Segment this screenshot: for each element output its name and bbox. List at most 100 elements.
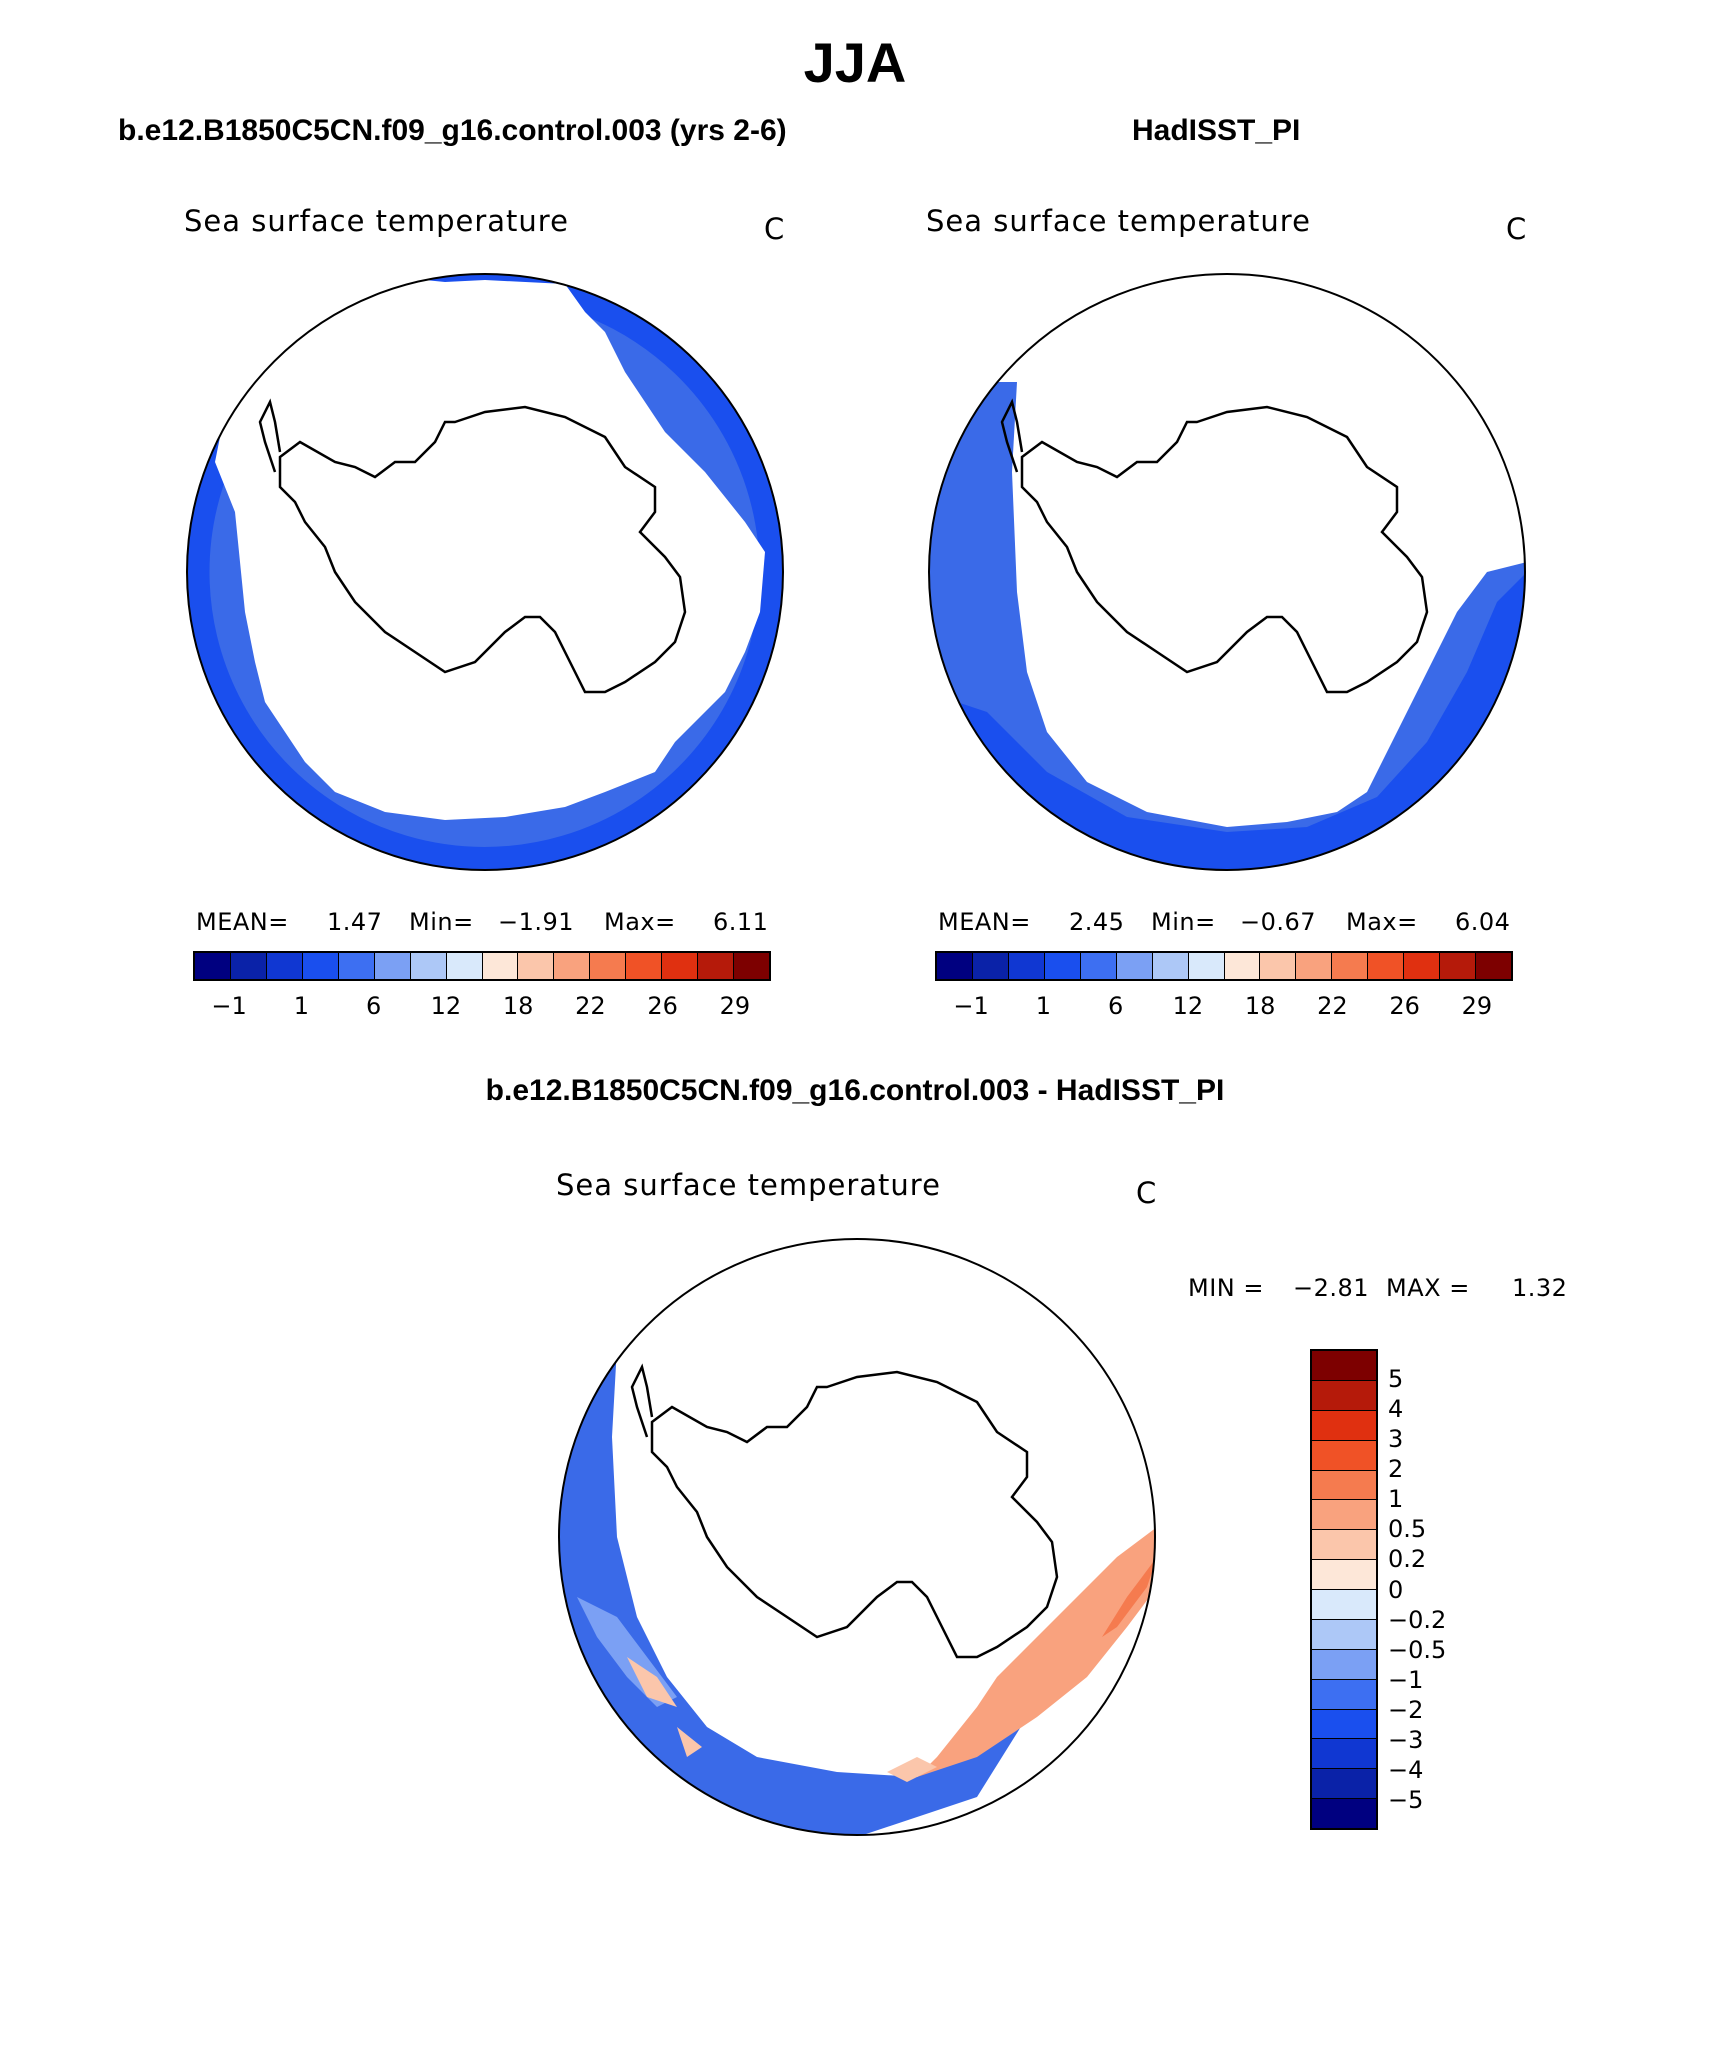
diff-colorbar-tick-label: 0.5	[1388, 1515, 1427, 1544]
obs-mean-value: 2.45	[1069, 908, 1125, 936]
model-colorbar-swatch-8	[482, 953, 519, 979]
model-panel-header: b.e12.B1850C5CN.f09_g16.control.003 (yrs…	[118, 114, 787, 147]
model-colorbar-swatch-14	[698, 953, 735, 979]
obs-colorbar-tick-label: 1	[1035, 992, 1052, 1020]
antarctica-coastline	[278, 405, 687, 694]
obs-units-label: C	[1506, 212, 1528, 246]
model-colorbar-tick-label: 12	[430, 992, 462, 1020]
model-variable-label: Sea surface temperature	[184, 204, 569, 238]
model-colorbar-swatch-10	[554, 953, 591, 979]
model-colorbar-swatch-0	[195, 953, 231, 979]
obs-colorbar-tick-label: 12	[1172, 992, 1204, 1020]
obs-colorbar-swatch-1	[972, 953, 1009, 979]
obs-colorbar-swatch-8	[1224, 953, 1261, 979]
diff-colorbar-tick-label: −0.2	[1388, 1605, 1447, 1634]
diff-colorbar-swatch-7	[1312, 1560, 1376, 1590]
obs-min-label: Min=	[1151, 908, 1216, 936]
strong-positive-patch	[1102, 1557, 1155, 1637]
model-sst-map	[186, 273, 784, 871]
diff-colorbar-swatch-10	[1312, 1649, 1376, 1680]
model-colorbar-tick-label: 6	[365, 992, 382, 1020]
obs-colorbar-tick-label: −1	[953, 992, 989, 1020]
obs-colorbar-swatch-6	[1152, 953, 1189, 979]
map-border	[186, 273, 784, 871]
obs-colorbar-labels: −1 1 6 12 18 22 26 29	[935, 992, 1513, 1022]
page-title: JJA	[803, 31, 907, 94]
diff-colorbar-tick-label: −2	[1388, 1695, 1424, 1724]
obs-max-label: Max=	[1346, 908, 1418, 936]
model-mean-label: MEAN=	[196, 908, 289, 936]
diff-colorbar-tick-label: −0.5	[1388, 1635, 1447, 1664]
model-colorbar-swatch-12	[626, 953, 663, 979]
obs-colorbar-swatch-4	[1080, 953, 1117, 979]
obs-min-value: −0.67	[1240, 908, 1317, 936]
diff-colorbar-swatch-12	[1312, 1709, 1376, 1740]
diff-colorbar-swatch-6	[1312, 1530, 1376, 1561]
model-colorbar-labels: −1 1 6 12 18 22 26 29	[193, 992, 771, 1022]
obs-colorbar-tick-label: 29	[1461, 992, 1493, 1020]
obs-colorbar-swatch-13	[1404, 953, 1441, 979]
obs-max-value: 6.04	[1455, 908, 1511, 936]
antarctica-coastline	[1020, 405, 1429, 694]
diff-colorbar-swatch-15	[1312, 1799, 1376, 1828]
diff-colorbar-tick-label: −3	[1388, 1725, 1424, 1754]
ocean-band-dark	[929, 572, 1525, 870]
model-colorbar-swatch-9	[518, 953, 555, 979]
diff-variable-label: Sea surface temperature	[556, 1168, 941, 1202]
obs-sst-map	[928, 273, 1526, 871]
antarctica-coastline	[650, 1370, 1059, 1659]
diff-colorbar-tick-label: 0	[1388, 1575, 1404, 1604]
obs-variable-label: Sea surface temperature	[926, 204, 1311, 238]
model-colorbar	[193, 951, 771, 981]
diff-colorbar-tick-label: 5	[1388, 1365, 1404, 1394]
diff-colorbar-labels: 5 4 3 2 1 0.5 0.2 0 −0.2 −0.5 −1 −2 −3 −4 −5	[1388, 1349, 1468, 1830]
sea-ice-mask	[215, 278, 765, 820]
positive-patch-south	[887, 1757, 937, 1782]
obs-colorbar-swatch-7	[1188, 953, 1225, 979]
obs-colorbar-swatch-0	[937, 953, 973, 979]
diff-colorbar-tick-label: 1	[1388, 1485, 1404, 1514]
model-colorbar-swatch-6	[410, 953, 447, 979]
model-colorbar-swatch-11	[590, 953, 627, 979]
obs-colorbar-tick-label: 18	[1244, 992, 1276, 1020]
map-border	[928, 273, 1526, 871]
diff-max-label: MAX =	[1386, 1274, 1470, 1302]
diff-colorbar-swatch-14	[1312, 1769, 1376, 1800]
model-colorbar-tick-label: −1	[211, 992, 247, 1020]
obs-colorbar-swatch-10	[1296, 953, 1333, 979]
obs-colorbar-swatch-12	[1368, 953, 1405, 979]
obs-colorbar-swatch-15	[1476, 953, 1511, 979]
diff-units-label: C	[1136, 1176, 1158, 1210]
obs-colorbar	[935, 951, 1513, 981]
diff-colorbar-tick-label: 0.2	[1388, 1545, 1427, 1574]
obs-mean-label: MEAN=	[938, 908, 1031, 936]
obs-colorbar-swatch-14	[1440, 953, 1477, 979]
diff-colorbar-tick-label: 4	[1388, 1395, 1404, 1424]
model-colorbar-swatch-3	[302, 953, 339, 979]
model-colorbar-tick-label: 18	[502, 992, 534, 1020]
model-min-label: Min=	[409, 908, 474, 936]
diff-colorbar-swatch-3	[1312, 1440, 1376, 1471]
obs-colorbar-swatch-3	[1044, 953, 1081, 979]
obs-colorbar-tick-label: 26	[1389, 992, 1420, 1020]
obs-colorbar-swatch-9	[1260, 953, 1297, 979]
model-colorbar-swatch-2	[266, 953, 303, 979]
diff-colorbar-swatch-0	[1312, 1351, 1376, 1381]
model-mean-value: 1.47	[327, 908, 383, 936]
obs-colorbar-swatch-11	[1332, 953, 1369, 979]
model-colorbar-swatch-5	[374, 953, 411, 979]
diff-panel-header: b.e12.B1850C5CN.f09_g16.control.003 - Ha…	[485, 1074, 1225, 1107]
map-border	[558, 1238, 1156, 1836]
model-colorbar-swatch-1	[230, 953, 267, 979]
diff-colorbar-swatch-13	[1312, 1739, 1376, 1770]
diff-colorbar-swatch-8	[1312, 1590, 1376, 1620]
model-colorbar-tick-label: 26	[647, 992, 678, 1020]
model-max-label: Max=	[604, 908, 676, 936]
diff-min-value: −2.81	[1293, 1274, 1370, 1302]
diff-colorbar-tick-label: 2	[1388, 1455, 1404, 1484]
model-colorbar-swatch-4	[338, 953, 375, 979]
diff-colorbar-swatch-9	[1312, 1619, 1376, 1650]
positive-patch-west	[627, 1657, 677, 1707]
obs-colorbar-swatch-5	[1116, 953, 1153, 979]
obs-colorbar-tick-label: 6	[1107, 992, 1124, 1020]
